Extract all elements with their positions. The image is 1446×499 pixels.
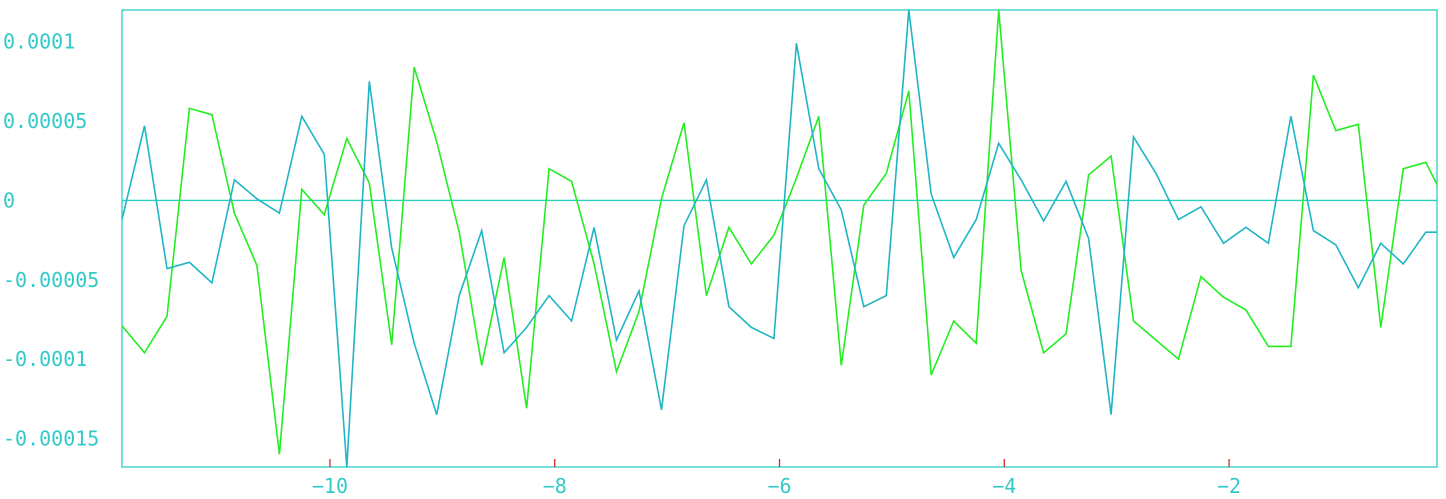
x-tick-label: −6	[767, 474, 791, 498]
series-line-2	[121, 9, 1437, 468]
y-tick-label: -0.0001	[3, 347, 87, 371]
y-tick-label: -0.00015	[3, 426, 99, 450]
x-tick-label: −8	[543, 474, 567, 498]
y-axis-ticks: 0.0001 0.00005 0 -0.00005 -0.0001 -0.00015	[3, 30, 99, 451]
x-tick-label: −10	[312, 474, 348, 498]
x-tick-label: −2	[1217, 474, 1241, 498]
plot-frame	[121, 9, 1438, 468]
y-tick-label: 0.0001	[3, 30, 75, 54]
y-tick-label: -0.00005	[3, 268, 99, 292]
plot-border	[121, 9, 1438, 468]
series-layer	[121, 9, 1438, 468]
y-tick-label: 0	[3, 188, 15, 212]
series-line-1	[121, 9, 1438, 455]
x-axis-ticks: −10 −8 −6 −4 −2	[312, 459, 1241, 498]
x-tick-label: −4	[992, 474, 1016, 498]
y-tick-label: 0.00005	[3, 109, 87, 133]
